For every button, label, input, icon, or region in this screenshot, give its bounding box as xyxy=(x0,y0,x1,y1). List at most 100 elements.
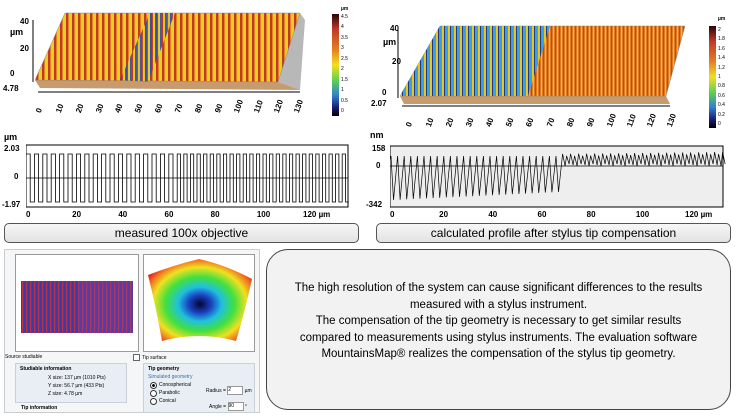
left-profile-xtick: 100 xyxy=(256,210,271,219)
right-3d-zmin: 2.07 xyxy=(371,99,387,108)
left-profile-xtick: 120 µm xyxy=(303,210,331,219)
angle-unit: ° xyxy=(244,403,247,410)
checkbox-icon[interactable] xyxy=(133,354,140,361)
left-scale-unit: µm xyxy=(341,6,349,12)
studiable-info-title: Studiable information xyxy=(20,366,72,372)
angle-label: Angle = xyxy=(209,403,227,410)
right-scale-tick: 0.4 xyxy=(718,102,725,109)
left-scale-tick: 3.5 xyxy=(341,34,348,41)
tip-surface-panel xyxy=(143,254,255,352)
left-profile-ytick: -1.97 xyxy=(2,200,21,209)
left-3d-surface xyxy=(32,12,305,93)
right-profile-ytick: -342 xyxy=(366,200,383,209)
right-caption: calculated profile after stylus tip comp… xyxy=(376,223,731,243)
x-size-text: X size: 137 µm (1010 Pts) xyxy=(48,375,106,381)
left-profile-xtick: 0 xyxy=(26,210,31,219)
right-3d-ytick: 0 xyxy=(382,88,387,97)
info-box: The high resolution of the system can ca… xyxy=(266,249,731,410)
right-profile-xtick: 0 xyxy=(390,210,395,219)
right-color-scale xyxy=(709,26,716,128)
left-3d-ytick: 0 xyxy=(10,69,15,78)
left-profile-xtick: 40 xyxy=(118,210,128,219)
right-scale-tick: 0.2 xyxy=(718,111,725,118)
radio-icon[interactable] xyxy=(150,389,157,397)
option-conospherical[interactable]: Conospherical xyxy=(144,381,254,389)
tip-geometry-title: Tip geometry xyxy=(148,366,180,372)
right-profile-ytick: 158 xyxy=(372,144,386,153)
left-3d-zmin: 4.78 xyxy=(3,84,19,93)
right-profile-ytick: 0 xyxy=(376,161,381,170)
conical-label: Conical xyxy=(159,398,176,404)
left-3d-ytick: 40 xyxy=(20,17,29,26)
simulated-geometry-label: Simulated geometry xyxy=(148,374,193,380)
info-paragraph-1: The high resolution of the system can ca… xyxy=(294,282,703,311)
right-scale-tick: 1.4 xyxy=(718,55,725,62)
left-scale-tick: 4.5 xyxy=(341,14,348,20)
left-caption: measured 100x objective xyxy=(4,223,359,243)
left-profile-ytick: 0 xyxy=(14,172,19,181)
right-scale-tick: 1.6 xyxy=(718,45,725,52)
right-profile-xtick: 40 xyxy=(488,210,498,219)
right-profile-chart xyxy=(390,145,726,208)
tip-information-title: Tip information xyxy=(21,405,58,411)
right-profile-xtick: 120 µm xyxy=(685,210,713,219)
left-scale-tick: 3 xyxy=(341,45,344,52)
angle-row: Angle = 90 ° xyxy=(209,402,247,412)
right-profile-xtick: 80 xyxy=(586,210,596,219)
left-profile-xtick: 80 xyxy=(210,210,220,219)
angle-input[interactable]: 90 xyxy=(227,402,244,411)
left-profile-xtick: 60 xyxy=(164,210,174,219)
right-scale-tick: 0.6 xyxy=(718,92,725,99)
left-profile-unit: µm xyxy=(4,132,18,142)
radius-unit: µm xyxy=(244,387,252,394)
right-scale-tick: 0.8 xyxy=(718,83,725,90)
left-scale-tick: 4 xyxy=(341,24,344,31)
left-3d-unit: µm xyxy=(10,27,24,37)
parabolic-label: Parabolic xyxy=(159,390,180,396)
tip-surface-image xyxy=(148,259,252,341)
source-studiable-label: Source studiable xyxy=(5,354,43,360)
source-studiable-panel xyxy=(15,254,139,352)
option-conical[interactable]: Conical xyxy=(144,397,254,405)
right-scale-tick: 1.8 xyxy=(718,36,725,43)
left-scale-tick: 0 xyxy=(341,108,344,114)
radio-icon[interactable] xyxy=(150,397,157,405)
right-3d-surface xyxy=(397,25,686,107)
right-3d-ytick: 40 xyxy=(390,24,399,33)
tip-dialog: Source studiable Tip surface Studiable i… xyxy=(4,249,260,413)
right-scale-unit: µm xyxy=(718,16,726,22)
left-scale-tick: 1 xyxy=(341,87,344,94)
right-profile-xtick: 100 xyxy=(635,210,650,219)
radius-input[interactable]: 2 xyxy=(227,386,244,395)
right-scale-tick: 1.2 xyxy=(718,64,725,71)
left-profile-chart xyxy=(26,144,349,208)
right-profile-xtick: 60 xyxy=(537,210,547,219)
left-scale-tick: 2.5 xyxy=(341,55,348,62)
left-scale-tick: 1.5 xyxy=(341,76,348,83)
tip-geometry-group: Tip geometry Simulated geometry Conosphe… xyxy=(143,363,255,413)
right-3d-unit: µm xyxy=(383,37,397,47)
info-paragraph-2: The compensation of the tip geometry is … xyxy=(299,315,698,361)
right-profile-unit: nm xyxy=(370,130,384,140)
y-size-text: Y size: 56.7 µm (433 Pts) xyxy=(48,383,105,389)
tip-surface-label: Tip surface xyxy=(142,354,167,361)
right-profile-xtick: 20 xyxy=(439,210,449,219)
option-parabolic[interactable]: Parabolic xyxy=(144,389,254,397)
radio-selected-icon[interactable] xyxy=(150,381,157,389)
left-scale-tick: 2 xyxy=(341,66,344,73)
left-color-scale xyxy=(332,14,339,116)
left-3d-ytick: 20 xyxy=(20,44,29,53)
tip-surface-checkbox[interactable]: Tip surface xyxy=(133,354,167,361)
conospherical-label: Conospherical xyxy=(159,382,191,388)
left-profile-xtick: 20 xyxy=(72,210,82,219)
studiable-info-group: Studiable information X size: 137 µm (10… xyxy=(15,363,127,403)
right-3d-ytick: 20 xyxy=(392,57,401,66)
right-scale-tick: 1 xyxy=(718,74,721,80)
radius-label: Radius = xyxy=(206,387,226,394)
left-profile-ytick: 2.03 xyxy=(4,144,20,153)
left-scale-tick: 0.5 xyxy=(341,97,348,104)
z-size-text: Z size: 4.78 µm xyxy=(48,391,83,397)
source-studiable-image xyxy=(21,281,133,333)
right-scale-tick: 2 xyxy=(718,27,721,33)
radius-row: Radius = 2 µm xyxy=(206,386,252,396)
